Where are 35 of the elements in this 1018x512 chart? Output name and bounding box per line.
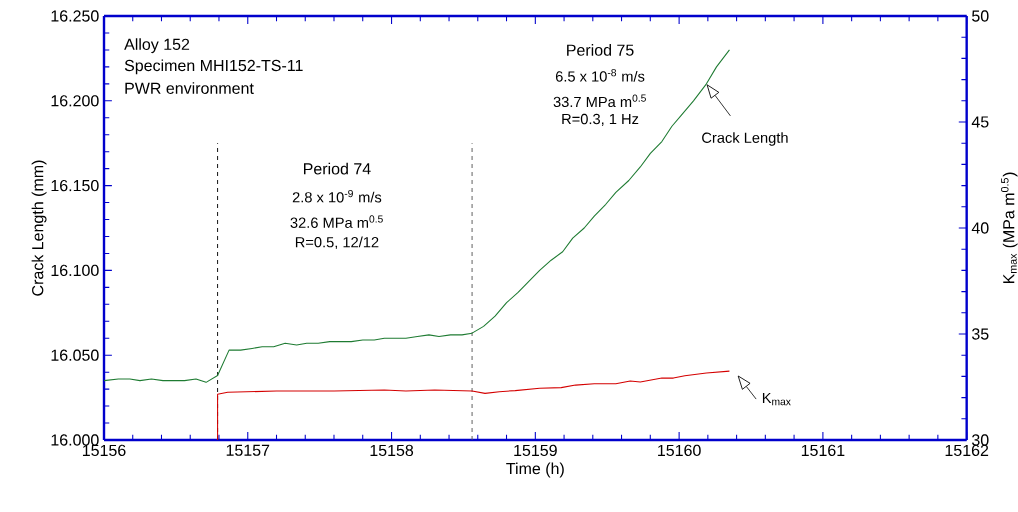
y-tick-label: 16.000 <box>51 434 99 446</box>
y-tick-label: 16.250 <box>51 10 99 22</box>
y-axis-title: Crack Length (mm) <box>31 160 47 296</box>
annotation: 32.6 MPa m$^{0.5}$ <box>290 215 383 228</box>
x-tick-label: 15156 <box>82 444 126 457</box>
annotation: Specimen MHI152-TS-11 <box>124 59 303 75</box>
y2-axis-title: K$_{max}$ (MPa m$^{0.5}$) <box>1001 172 1018 284</box>
y2-tick-label: 30 <box>971 434 989 446</box>
x-tick-label: 15162 <box>945 444 989 457</box>
x-tick-label: 15159 <box>514 444 557 457</box>
annotation: PWR environment <box>125 82 254 94</box>
annotation: Period 74 <box>304 162 371 175</box>
annotation: Period 75 <box>567 44 634 56</box>
x-tick-label: 15160 <box>658 444 701 457</box>
y2-tick-label: 45 <box>971 116 989 128</box>
y-tick-label: 16.050 <box>51 349 99 361</box>
x-tick-label: 15157 <box>226 444 270 456</box>
text: K$_{max}$ <box>762 392 791 406</box>
y2-tick-label: 40 <box>971 222 989 234</box>
series-label: Crack Length <box>702 132 788 146</box>
annotation: 33.7 MPa m$^{0.5}$ <box>553 94 646 108</box>
annotation: Alloy 152 <box>124 38 190 54</box>
annotation: 6.5 x 10$^{-8}$ m/s <box>555 69 645 82</box>
y2-tick-label: 50 <box>972 10 989 22</box>
annotation: 2.8 x 10$^{-9}$ m/s <box>292 189 382 203</box>
x-axis-title: Time (h) <box>506 462 564 478</box>
annotation: R=0.5, 12/12 <box>295 236 379 250</box>
y-tick-label: 16.200 <box>51 95 99 107</box>
y-tick-label: 16.100 <box>51 264 99 277</box>
y2-tick-label: 35 <box>971 328 989 340</box>
annotation: R=0.3, 1 Hz <box>562 113 639 126</box>
x-tick-label: 15158 <box>370 444 414 457</box>
x-tick-label: 15161 <box>801 444 845 457</box>
y-tick-label: 16.150 <box>51 179 99 192</box>
line-series <box>217 370 730 441</box>
